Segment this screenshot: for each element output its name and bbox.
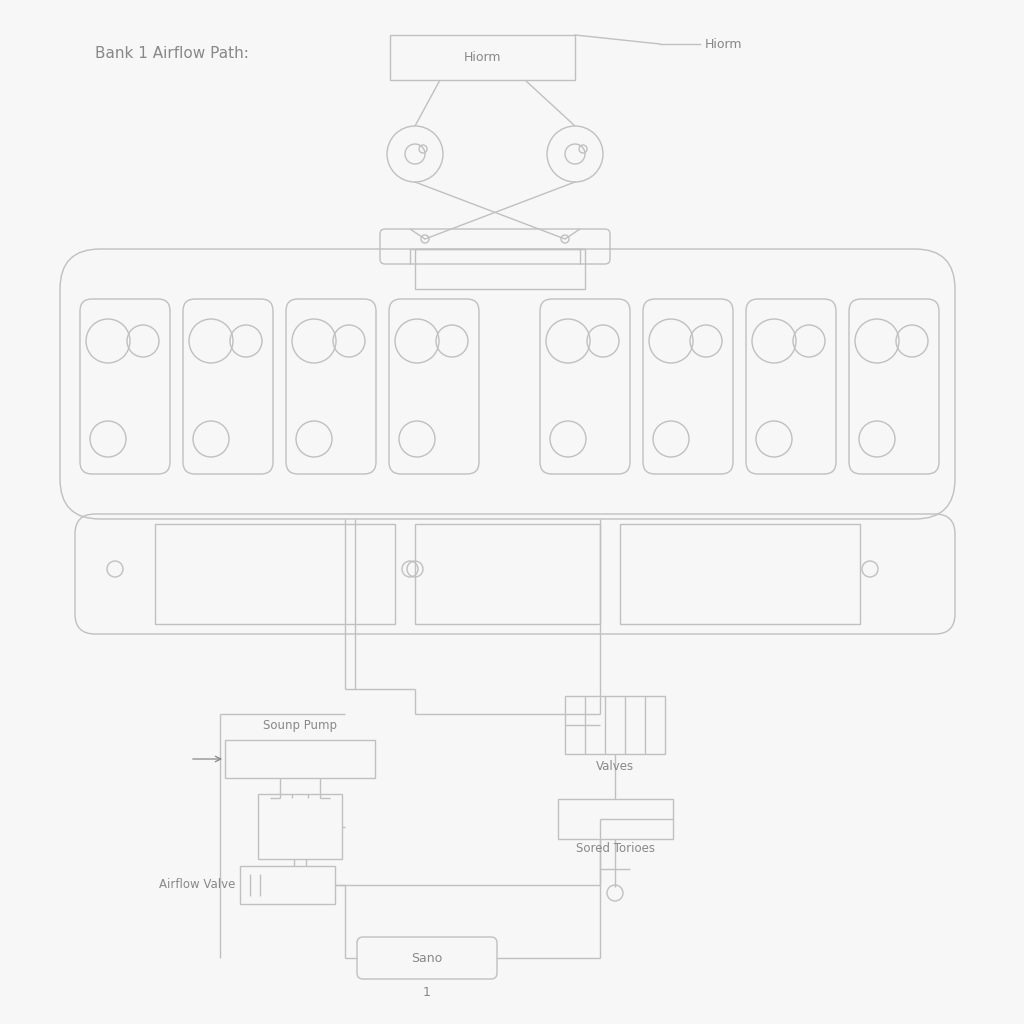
Bar [240, 866, 335, 904]
Bar [558, 799, 673, 839]
Text: Airflow Valve: Airflow Valve [159, 879, 234, 892]
Bar [415, 524, 600, 624]
Text: Sored Torioes: Sored Torioes [575, 843, 654, 855]
Text: Hiorm: Hiorm [705, 38, 742, 50]
Text: Bank 1 Airflow Path:: Bank 1 Airflow Path: [95, 46, 249, 61]
Text: Sano: Sano [412, 951, 442, 965]
Bar [225, 740, 375, 778]
Text: Sounp Pump: Sounp Pump [263, 720, 337, 732]
Bar [620, 524, 860, 624]
Text: Hiorm: Hiorm [464, 51, 502, 63]
Text: Valves: Valves [596, 760, 634, 772]
Bar [390, 35, 575, 80]
Bar [155, 524, 395, 624]
Text: 1: 1 [423, 986, 431, 999]
Bar [258, 794, 342, 859]
Bar [565, 696, 665, 754]
Bar [415, 249, 585, 289]
